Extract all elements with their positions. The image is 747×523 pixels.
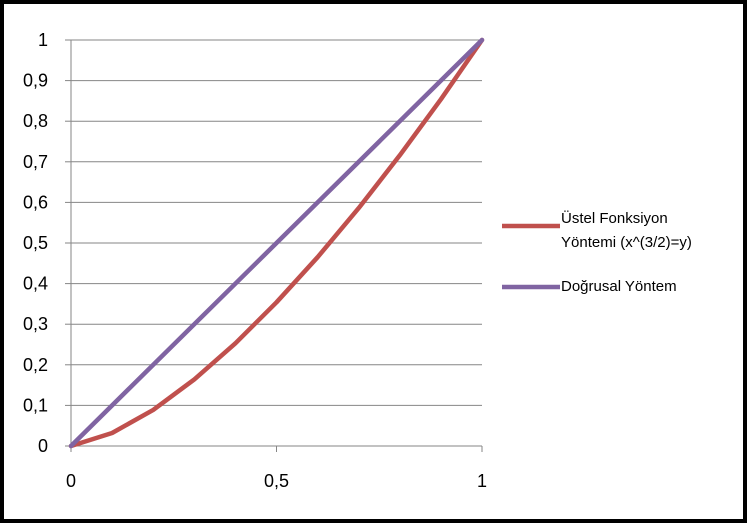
- series-layer: [68, 37, 485, 449]
- legend-label-1: Doğrusal Yöntem: [561, 278, 677, 295]
- y-tick-label-6: 0,6: [23, 192, 48, 212]
- series-line-0: [68, 37, 485, 449]
- y-tick-label-3: 0,3: [23, 314, 48, 334]
- legend-label-1-line-0: Doğrusal Yöntem: [561, 278, 677, 295]
- y-tick-label-1: 0,1: [23, 395, 48, 415]
- y-tick-label-10: 1: [38, 30, 48, 50]
- x-axis-ticks: 0 0,5 1: [66, 446, 487, 491]
- legend-label-0-line-0: Üstel Fonksiyon: [561, 209, 668, 227]
- gridlines: [71, 39, 482, 406]
- legend-label-0-line-1: Yöntemi (x^(3/2)=y): [561, 234, 692, 251]
- series-line-1: [68, 37, 485, 449]
- y-axis-ticks: 0 0,1 0,2 0,3 0,4 0,5 0,6 0,7 0,8 0,9 1: [23, 30, 71, 456]
- y-tick-label-8: 0,8: [23, 111, 48, 131]
- y-tick-label-5: 0,5: [23, 233, 48, 253]
- y-tick-label-0: 0: [38, 436, 48, 456]
- y-tick-label-2: 0,2: [23, 355, 48, 375]
- x-tick-label-1: 0,5: [264, 471, 289, 491]
- legend-label-0: Üstel Fonksiyon Yöntemi (x^(3/2)=y): [561, 209, 692, 251]
- x-tick-label-2: 1: [477, 471, 487, 491]
- legend: Üstel Fonksiyon Yöntemi (x^(3/2)=y) Doğrus…: [502, 209, 692, 295]
- x-tick-label-0: 0: [66, 471, 76, 491]
- y-tick-label-4: 0,4: [23, 274, 48, 294]
- y-tick-label-9: 0,9: [23, 71, 48, 91]
- y-tick-label-7: 0,7: [23, 152, 48, 172]
